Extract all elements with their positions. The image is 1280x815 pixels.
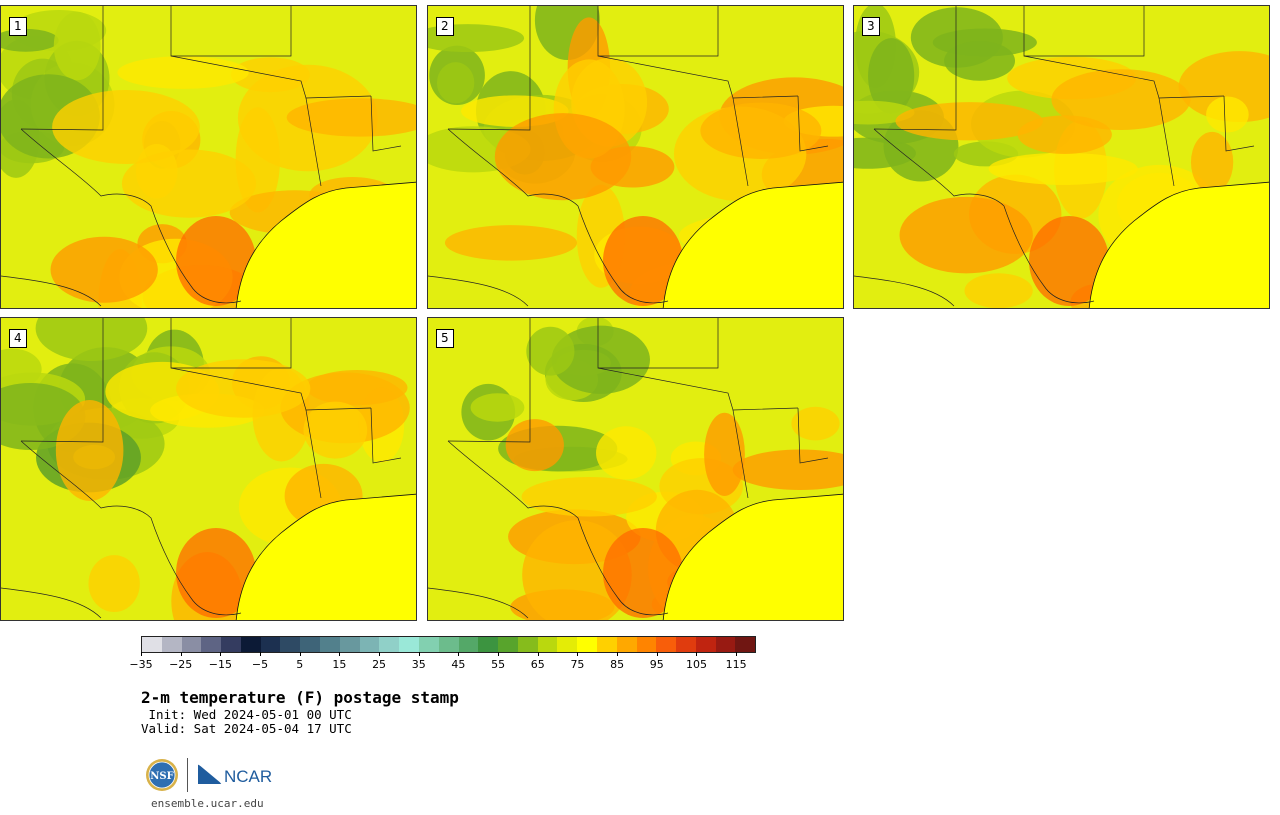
colorbar-tick <box>418 652 420 656</box>
colorbar-tick-label: −35 <box>129 658 153 671</box>
colorbar-swatch <box>517 637 538 652</box>
colorbar-tick-label: 45 <box>451 658 466 671</box>
colorbar-swatch <box>280 637 301 652</box>
stamp-panel-1: 1 <box>0 5 417 309</box>
colorbar-tick-label: 65 <box>530 658 545 671</box>
colorbar-tick <box>339 652 341 656</box>
nsf-logo-icon: NSF <box>146 759 178 791</box>
colorbar-swatch <box>537 637 558 652</box>
colorbar-tick <box>180 652 182 656</box>
member-label-2: 2 <box>436 17 454 36</box>
colorbar-tick-label: 55 <box>491 658 506 671</box>
colorbar-swatch <box>438 637 459 652</box>
colorbar-tick <box>260 652 262 656</box>
colorbar-swatch <box>418 637 439 652</box>
colorbar-tick <box>656 652 658 656</box>
colorbar-tick-label: −5 <box>251 658 269 671</box>
site-url: ensemble.ucar.edu <box>151 797 264 810</box>
stamp-panel-4: 4 <box>0 317 417 621</box>
temperature-map-3 <box>854 6 1269 308</box>
colorbar-tick <box>617 652 619 656</box>
init-time: Init: Wed 2024-05-01 00 UTC <box>141 707 352 722</box>
member-label-1: 1 <box>9 17 27 36</box>
colorbar-swatch <box>399 637 419 652</box>
colorbar-tick <box>220 652 222 656</box>
temperature-map-4 <box>1 318 416 620</box>
colorbar-swatch <box>320 637 340 652</box>
colorbar-swatch <box>676 637 696 652</box>
colorbar-swatch <box>498 637 518 652</box>
colorbar-swatch <box>478 637 499 652</box>
colorbar-swatch <box>161 637 182 652</box>
figure-title: 2-m temperature (F) postage stamp <box>141 688 459 707</box>
colorbar-tick-label: 5 <box>296 658 304 671</box>
sponsor-logos: NSF NCAR <box>145 758 275 794</box>
member-label-3: 3 <box>862 17 880 36</box>
temperature-map-1 <box>1 6 416 308</box>
colorbar-swatch <box>201 637 222 652</box>
colorbar-tick-label: 85 <box>610 658 625 671</box>
temperature-map-5 <box>428 318 843 620</box>
valid-time: Valid: Sat 2024-05-04 17 UTC <box>141 721 352 736</box>
svg-text:NSF: NSF <box>150 771 173 782</box>
stamp-panel-2: 2 <box>427 5 844 309</box>
colorbar-swatch <box>458 637 479 652</box>
colorbar-swatch <box>695 637 716 652</box>
colorbar-swatch <box>181 637 202 652</box>
colorbar-tick <box>299 652 301 656</box>
colorbar-swatch <box>359 637 380 652</box>
logo-divider <box>187 758 188 792</box>
svg-text:NCAR: NCAR <box>224 767 272 786</box>
colorbar-swatch <box>577 637 597 652</box>
colorbar-tick <box>736 652 738 656</box>
colorbar-tick <box>141 652 142 656</box>
colorbar-swatch <box>616 637 637 652</box>
colorbar-swatch <box>557 637 578 652</box>
stamp-panel-3: 3 <box>853 5 1270 309</box>
ncar-logo-icon: NCAR <box>197 763 272 786</box>
colorbar-swatch <box>339 637 360 652</box>
colorbar-swatch <box>240 637 261 652</box>
colorbar-tick-label: 105 <box>685 658 707 671</box>
colorbar-swatch <box>596 637 617 652</box>
colorbar-swatch <box>300 637 321 652</box>
colorbar-tick <box>537 652 539 656</box>
colorbar-tick <box>577 652 579 656</box>
colorbar-tick <box>498 652 500 656</box>
colorbar-swatch <box>636 637 657 652</box>
colorbar-swatch <box>735 637 756 652</box>
stamp-panel-5: 5 <box>427 317 844 621</box>
colorbar-tick-label: 15 <box>332 658 347 671</box>
colorbar-swatch <box>656 637 677 652</box>
colorbar-tick-label: 75 <box>570 658 585 671</box>
colorbar-swatch <box>221 637 241 652</box>
member-label-4: 4 <box>9 329 27 348</box>
colorbar-swatch <box>715 637 736 652</box>
temperature-map-2 <box>428 6 843 308</box>
colorbar-tick <box>379 652 381 656</box>
colorbar-tick-label: −25 <box>169 658 193 671</box>
colorbar-swatch <box>142 637 162 652</box>
colorbar-tick-label: 115 <box>725 658 747 671</box>
colorbar-tick <box>458 652 460 656</box>
colorbar-tick-label: −15 <box>208 658 232 671</box>
colorbar-swatch <box>260 637 281 652</box>
colorbar-ticks: −35 −25 −15 −5 5 15 25 35 45 55 65 75 85 95 105 115 <box>129 652 756 672</box>
colorbar-tick-label: 95 <box>649 658 664 671</box>
colorbar-tick <box>696 652 698 656</box>
temperature-colorbar <box>141 636 756 653</box>
colorbar-tick-label: 25 <box>372 658 387 671</box>
member-label-5: 5 <box>436 329 454 348</box>
colorbar-swatch <box>379 637 400 652</box>
colorbar-tick-label: 35 <box>411 658 426 671</box>
